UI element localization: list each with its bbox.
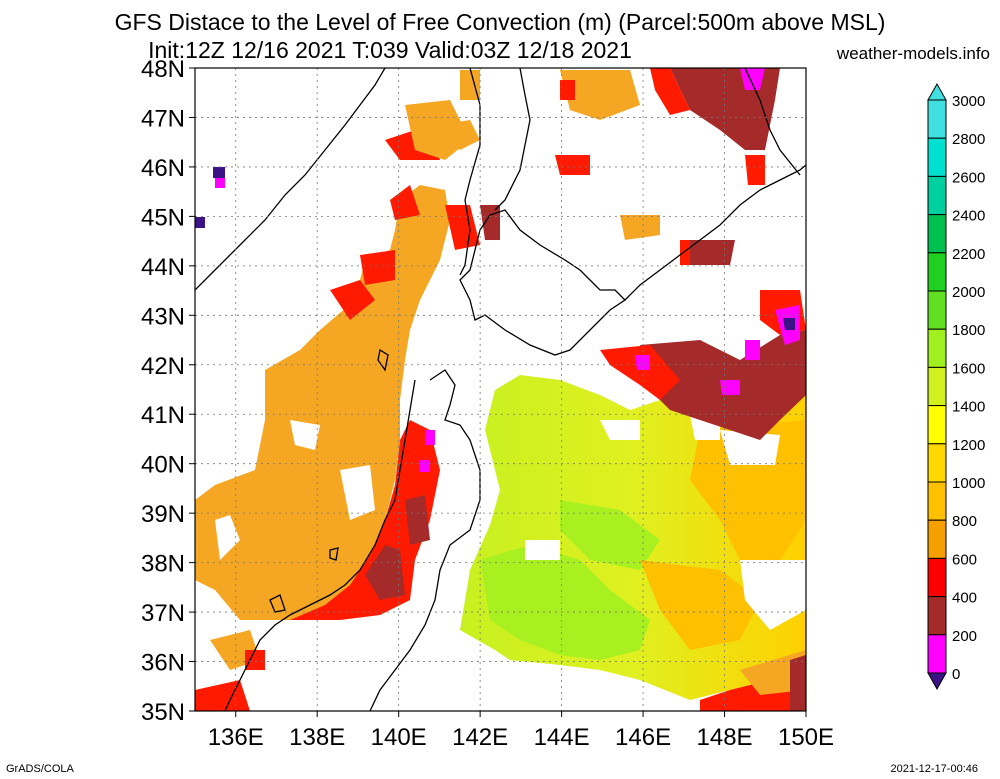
y-tick-label: 45N bbox=[141, 204, 185, 231]
colorbar-label: 1800 bbox=[952, 322, 985, 339]
colorbar-label: 0 bbox=[952, 666, 960, 683]
colorbar-segment bbox=[927, 481, 947, 521]
y-tick-label: 40N bbox=[141, 452, 185, 479]
x-tick-label: 144E bbox=[534, 724, 590, 751]
coastline-honshu-west bbox=[224, 379, 416, 711]
x-tick-label: 142E bbox=[452, 724, 508, 751]
y-tick-label: 44N bbox=[141, 254, 185, 281]
colorbar-label: 1000 bbox=[952, 475, 985, 492]
chart-title: GFS Distace to the Level of Free Convect… bbox=[114, 9, 886, 35]
colorbar-segment bbox=[927, 405, 947, 445]
map-grid bbox=[195, 68, 806, 711]
colorbar-arrow-top bbox=[927, 82, 947, 101]
lfc-field bbox=[195, 68, 806, 711]
x-tick-label: 150E bbox=[778, 724, 834, 751]
field-coastal-band bbox=[290, 420, 440, 620]
y-tick-label: 38N bbox=[141, 551, 185, 578]
colorbar-segment bbox=[927, 328, 947, 368]
colorbar-arrow-bottom bbox=[927, 672, 947, 691]
colorbar-segment bbox=[927, 366, 947, 407]
y-axis: 35N 36N 37N 38N 39N 40N 41N 42N 43N 44N 45N 46N 47N 4… bbox=[141, 56, 195, 726]
y-tick-label: 42N bbox=[141, 353, 185, 380]
y-tick-label: 48N bbox=[141, 56, 185, 83]
colorbar-segment bbox=[927, 99, 947, 139]
colorbar-label: 3000 bbox=[952, 93, 985, 110]
x-tick-label: 138E bbox=[289, 724, 345, 751]
colorbar-segment bbox=[927, 290, 947, 330]
map-frame bbox=[194, 67, 807, 712]
colorbar-label: 2200 bbox=[952, 246, 985, 263]
colorbar-label: 600 bbox=[952, 551, 977, 568]
colorbar: 0 200 400 600 800 1000 1200 1400 1600 1800 2000 220… bbox=[927, 82, 985, 691]
colorbar-segment bbox=[927, 519, 947, 559]
colorbar-label: 1200 bbox=[952, 437, 985, 454]
x-tick-label: 136E bbox=[208, 724, 264, 751]
colorbar-segment bbox=[927, 137, 947, 177]
y-tick-label: 46N bbox=[141, 155, 185, 182]
field-sea-of-japan bbox=[195, 185, 450, 620]
y-tick-label: 41N bbox=[141, 402, 185, 429]
y-tick-label: 35N bbox=[141, 699, 185, 726]
colorbar-segment bbox=[927, 634, 947, 674]
y-tick-label: 36N bbox=[141, 650, 185, 677]
y-tick-label: 43N bbox=[141, 303, 185, 330]
coastline-asia bbox=[195, 68, 386, 291]
coastline-hokkaido bbox=[459, 209, 627, 356]
coastline-kamchatka bbox=[744, 68, 801, 176]
coastline-sakhalin-east bbox=[494, 68, 531, 211]
y-tick-label: 47N bbox=[141, 105, 185, 132]
footer-software: GrADS/COLA bbox=[6, 763, 74, 775]
x-axis: 136E 138E 140E 142E 144E 146E 148E 150E bbox=[208, 711, 834, 751]
x-tick-label: 146E bbox=[615, 724, 671, 751]
colorbar-segment bbox=[927, 214, 947, 254]
colorbar-label: 1600 bbox=[952, 360, 985, 377]
colorbar-label: 400 bbox=[952, 590, 977, 607]
coastline-honshu-north bbox=[424, 369, 481, 626]
colorbar-label: 1400 bbox=[952, 399, 985, 416]
colorbar-segment bbox=[927, 175, 947, 216]
colorbar-label: 2800 bbox=[952, 131, 985, 148]
colorbar-label: 2400 bbox=[952, 208, 985, 225]
coastlines bbox=[195, 68, 806, 711]
x-tick-label: 140E bbox=[371, 724, 427, 751]
colorbar-segment bbox=[927, 443, 947, 483]
coastline-kuril bbox=[624, 164, 806, 301]
chart-subtitle: Init:12Z 12/16 2021 T:039 Valid:03Z 12/1… bbox=[148, 37, 632, 63]
x-tick-label: 148E bbox=[697, 724, 753, 751]
brand-label: weather-models.info bbox=[836, 44, 990, 63]
colorbar-segment bbox=[927, 252, 947, 292]
footer-timestamp: 2021-12-17-00:46 bbox=[890, 763, 978, 775]
colorbar-segment bbox=[927, 596, 947, 636]
colorbar-segment bbox=[927, 557, 947, 598]
colorbar-label: 2600 bbox=[952, 169, 985, 186]
y-tick-label: 37N bbox=[141, 600, 185, 627]
colorbar-label: 200 bbox=[952, 628, 977, 645]
colorbar-label: 800 bbox=[952, 513, 977, 530]
colorbar-label: 2000 bbox=[952, 284, 985, 301]
y-tick-label: 39N bbox=[141, 501, 185, 528]
